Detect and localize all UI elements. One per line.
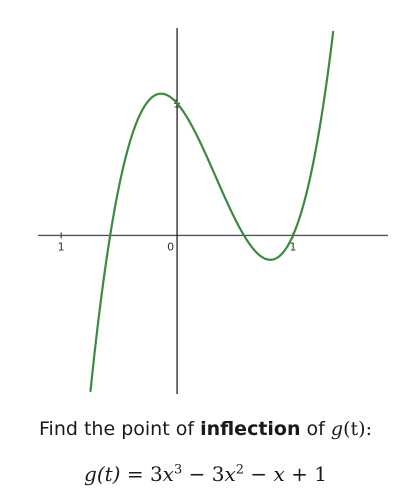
question-prefix: Find the point of: [39, 418, 201, 440]
formula-constant: + 1: [284, 462, 327, 486]
x-tick-label-1: 1: [289, 240, 296, 253]
formula-lhs: g(t): [84, 462, 121, 486]
formula-var-1: x: [162, 462, 174, 486]
formula-term-2-coef: − 3: [182, 462, 225, 486]
question-bold-word: inflection: [200, 418, 301, 440]
formula-var-3: x: [273, 462, 285, 486]
origin-label: 0: [167, 240, 174, 253]
question-middle: of: [300, 418, 331, 440]
function-curve: [89, 30, 335, 393]
function-name: g: [330, 418, 344, 440]
question-function: g(t):: [331, 418, 372, 440]
function-formula: g(t) = 3x3 − 3x2 − x + 1: [0, 462, 411, 486]
function-graph: 1 110: [38, 28, 388, 394]
formula-term-3-sign: −: [244, 462, 274, 486]
question-text: Find the point of inflection of g(t):: [0, 418, 411, 440]
formula-exp-2: 2: [235, 462, 244, 478]
function-close-paren: ):: [358, 418, 372, 440]
formula-exp-1: 3: [173, 462, 183, 478]
function-open-paren: (: [343, 418, 351, 440]
x-tick-label-0: 1: [58, 240, 65, 253]
function-argument: t: [350, 418, 359, 440]
formula-term-1-coef: = 3: [120, 462, 163, 486]
formula-var-2: x: [224, 462, 236, 486]
